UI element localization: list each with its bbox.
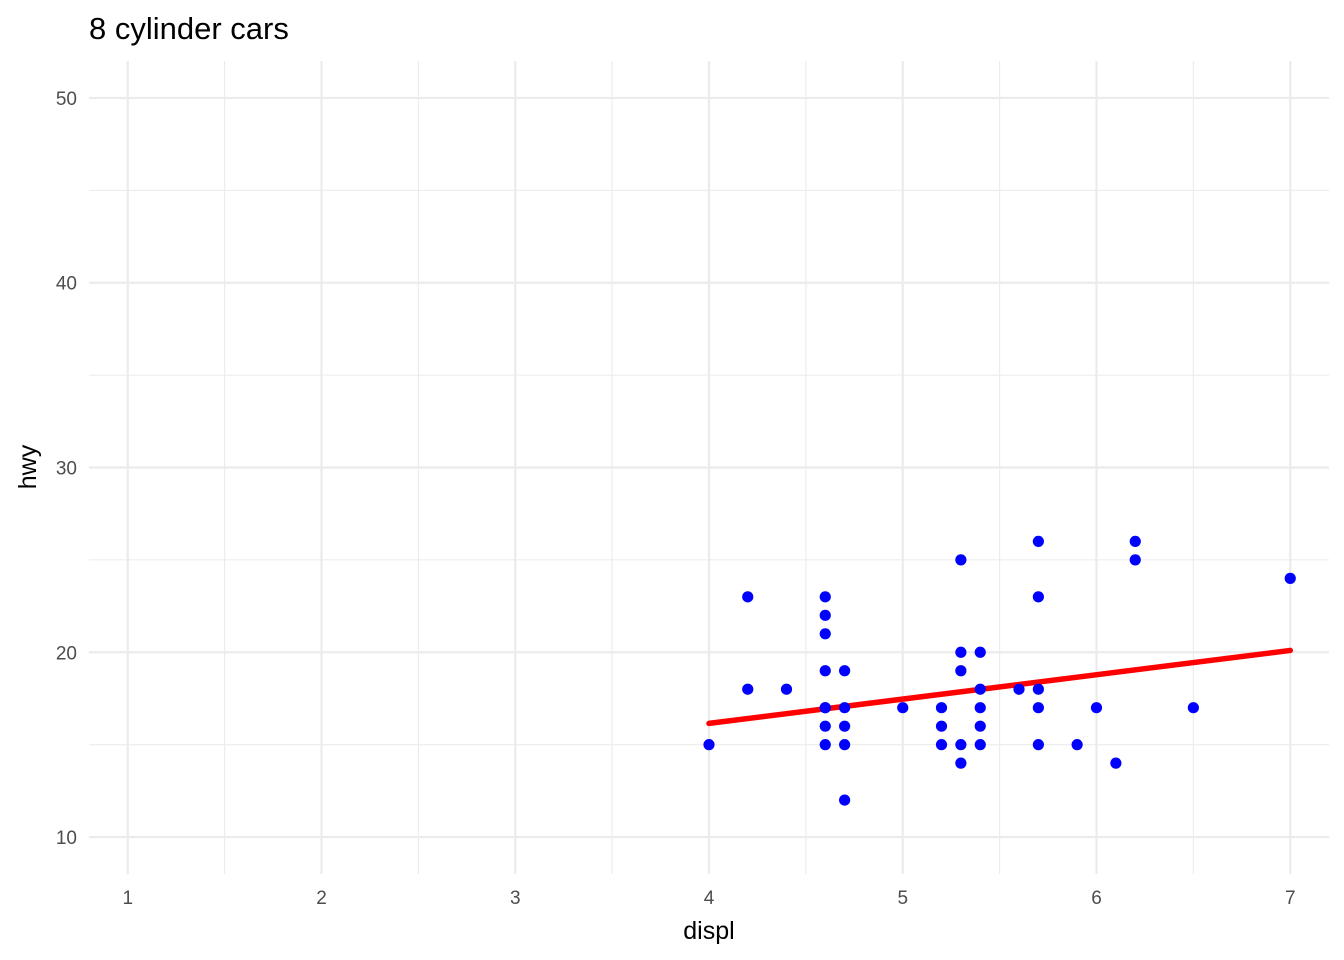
data-point xyxy=(1013,683,1025,695)
data-point xyxy=(974,646,986,658)
data-points xyxy=(703,535,1296,806)
data-point xyxy=(1090,702,1103,714)
data-point xyxy=(1129,554,1141,566)
data-point xyxy=(955,757,967,769)
data-point xyxy=(819,628,831,640)
tick-labels: 1 2 3 4 5 6 7 10 20 30 40 50 xyxy=(56,89,1296,909)
data-point xyxy=(839,720,851,732)
x-tick-label: 1 xyxy=(122,888,133,909)
data-point xyxy=(1032,683,1044,695)
y-axis-label: hwy xyxy=(14,444,42,489)
trend-line xyxy=(706,647,1293,727)
data-point xyxy=(1032,702,1044,714)
data-point xyxy=(1284,572,1296,584)
data-point xyxy=(1032,591,1044,603)
x-tick-label: 5 xyxy=(897,888,908,909)
data-point xyxy=(819,609,831,621)
x-tick-label: 4 xyxy=(704,888,715,909)
data-point xyxy=(819,702,831,714)
data-point xyxy=(1129,535,1141,548)
data-point xyxy=(703,739,715,751)
data-point xyxy=(1110,757,1122,769)
data-point xyxy=(955,646,967,658)
data-point xyxy=(1187,702,1199,714)
y-tick-label: 20 xyxy=(56,643,77,664)
data-point xyxy=(955,665,967,677)
x-tick-label: 3 xyxy=(510,888,521,909)
data-point xyxy=(839,702,851,714)
y-tick-label: 50 xyxy=(56,89,77,110)
data-point xyxy=(974,683,986,695)
data-point xyxy=(819,591,831,603)
data-point xyxy=(974,702,986,714)
data-point xyxy=(935,702,948,714)
trend-line-layer xyxy=(706,647,1293,727)
y-tick-label: 40 xyxy=(56,274,77,295)
data-point xyxy=(935,720,948,732)
x-tick-label: 6 xyxy=(1091,888,1102,909)
data-point xyxy=(819,720,831,732)
data-point xyxy=(974,739,986,751)
data-point xyxy=(935,739,948,751)
chart-title: 8 cylinder cars xyxy=(89,11,289,46)
x-tick-label: 2 xyxy=(316,888,327,909)
data-point xyxy=(742,591,754,603)
data-point xyxy=(819,665,831,677)
data-point xyxy=(974,720,986,732)
data-point xyxy=(955,739,967,751)
major-gridlines xyxy=(89,61,1329,874)
data-point xyxy=(897,702,909,714)
data-point xyxy=(839,665,851,677)
data-point xyxy=(1032,535,1044,548)
data-point xyxy=(780,683,793,695)
data-point xyxy=(1032,739,1044,751)
x-axis-label: displ xyxy=(683,917,734,945)
data-point xyxy=(955,554,967,566)
data-point xyxy=(839,794,851,806)
data-point xyxy=(839,739,851,751)
x-tick-label: 7 xyxy=(1285,888,1296,909)
data-point xyxy=(819,739,831,751)
y-tick-label: 30 xyxy=(56,459,77,480)
data-point xyxy=(742,683,754,695)
data-point xyxy=(1071,739,1083,751)
y-tick-label: 10 xyxy=(56,828,77,849)
